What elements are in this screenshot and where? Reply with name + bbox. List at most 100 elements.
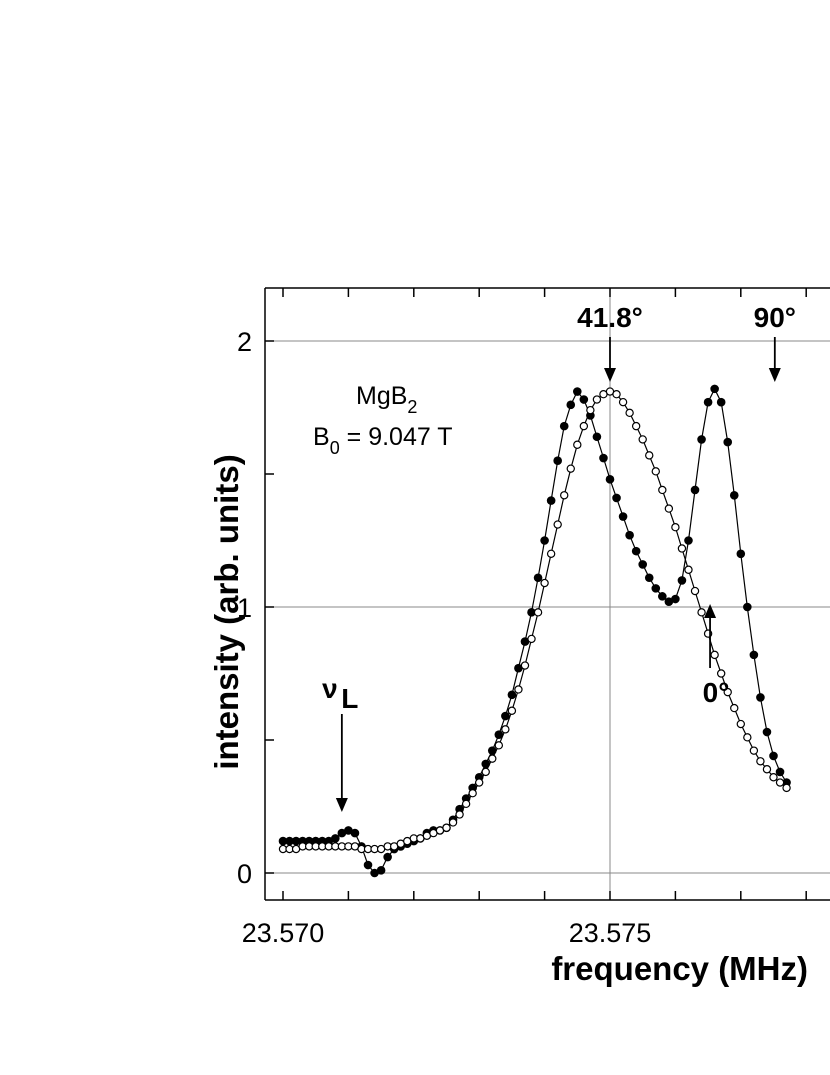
open-point — [625, 408, 634, 418]
open-point — [730, 703, 739, 713]
open-point — [494, 741, 504, 750]
x-axis-label: frequency (MHz) — [551, 950, 808, 987]
arrow-41-8-deg-head — [604, 368, 616, 382]
open-point — [684, 565, 693, 574]
open-point — [533, 608, 543, 617]
filled-point — [481, 759, 491, 769]
filled-point — [344, 826, 353, 835]
filled-point — [671, 594, 680, 604]
filled-point — [527, 608, 536, 617]
axes — [264, 287, 830, 901]
filled-point — [363, 860, 373, 870]
filled-point — [769, 751, 778, 761]
open-point — [736, 719, 746, 729]
filled-point — [573, 387, 582, 396]
filled-point — [729, 490, 739, 500]
field-label: B0 = 9.047 T — [313, 423, 453, 458]
open-point — [749, 746, 759, 755]
annotation-0-deg: 0° — [703, 677, 730, 708]
open-point — [782, 783, 791, 793]
filled-point — [285, 836, 294, 846]
open-point — [488, 754, 497, 763]
open-point — [743, 733, 752, 742]
filled-point — [376, 866, 386, 875]
open-point — [775, 778, 785, 787]
sample-label: MgB2 — [356, 382, 417, 417]
open-point — [762, 765, 772, 774]
open-point — [586, 405, 595, 415]
open-point — [540, 578, 549, 588]
series-1-line — [283, 390, 787, 850]
open-point — [573, 440, 582, 449]
filled-point — [756, 693, 765, 702]
filled-point — [546, 496, 556, 505]
open-point — [612, 390, 621, 399]
open-point — [553, 520, 562, 529]
filled-point — [743, 602, 752, 612]
open-point — [501, 725, 510, 734]
filled-point — [690, 485, 700, 495]
filled-point — [579, 395, 589, 404]
y-tick-label: 0 — [237, 859, 252, 889]
filled-point — [716, 397, 726, 407]
filled-point — [278, 836, 288, 846]
open-point — [671, 523, 680, 532]
data-series — [278, 384, 791, 878]
filled-point — [566, 400, 576, 410]
open-point — [560, 491, 569, 500]
open-point — [442, 823, 451, 832]
x-tick-label: 23.575 — [569, 918, 652, 948]
filled-point — [599, 453, 608, 463]
open-point — [723, 687, 732, 697]
filled-point — [370, 868, 379, 878]
filled-point — [605, 475, 615, 484]
open-point — [461, 799, 471, 809]
open-point — [468, 789, 477, 798]
filled-point — [291, 836, 301, 846]
annotation-90-deg: 90° — [754, 302, 796, 333]
filled-point — [638, 560, 647, 569]
filled-point — [553, 456, 562, 466]
open-point — [507, 706, 517, 715]
filled-point — [337, 828, 347, 838]
larmor-label: ν — [322, 673, 338, 704]
filled-point — [631, 546, 641, 556]
open-point — [475, 778, 484, 787]
tick-labels: 23.570 23.575 0 1 2 — [237, 327, 651, 948]
open-point — [448, 818, 458, 827]
open-point — [645, 451, 654, 460]
open-point — [592, 395, 602, 404]
open-point — [546, 549, 556, 559]
open-point — [455, 810, 464, 819]
filled-point — [762, 727, 772, 737]
open-point — [618, 397, 628, 407]
open-point — [716, 669, 726, 678]
filled-point — [501, 711, 510, 721]
open-point — [631, 421, 641, 431]
open-point — [756, 757, 765, 766]
filled-point — [644, 573, 654, 583]
annotation-41-8-deg: 41.8° — [577, 302, 643, 333]
filled-point — [559, 421, 569, 431]
filled-point — [625, 530, 634, 540]
filled-point — [533, 573, 543, 583]
filled-point — [710, 384, 719, 394]
open-point — [514, 685, 523, 694]
filled-point — [540, 536, 549, 545]
open-point — [658, 485, 667, 495]
filled-point — [494, 730, 504, 739]
open-point — [579, 421, 589, 431]
open-point — [769, 773, 778, 782]
open-point — [481, 767, 490, 777]
arrow-0-deg-head — [704, 604, 717, 618]
filled-point — [703, 397, 713, 407]
filled-point — [331, 834, 340, 843]
filled-point — [592, 432, 602, 442]
filled-point — [612, 493, 621, 503]
filled-point — [736, 549, 746, 559]
filled-point — [775, 767, 785, 777]
annotations: 41.8° 90° 0° ν L — [322, 302, 796, 812]
open-point — [527, 634, 536, 644]
larmor-subscript: L — [341, 683, 358, 714]
